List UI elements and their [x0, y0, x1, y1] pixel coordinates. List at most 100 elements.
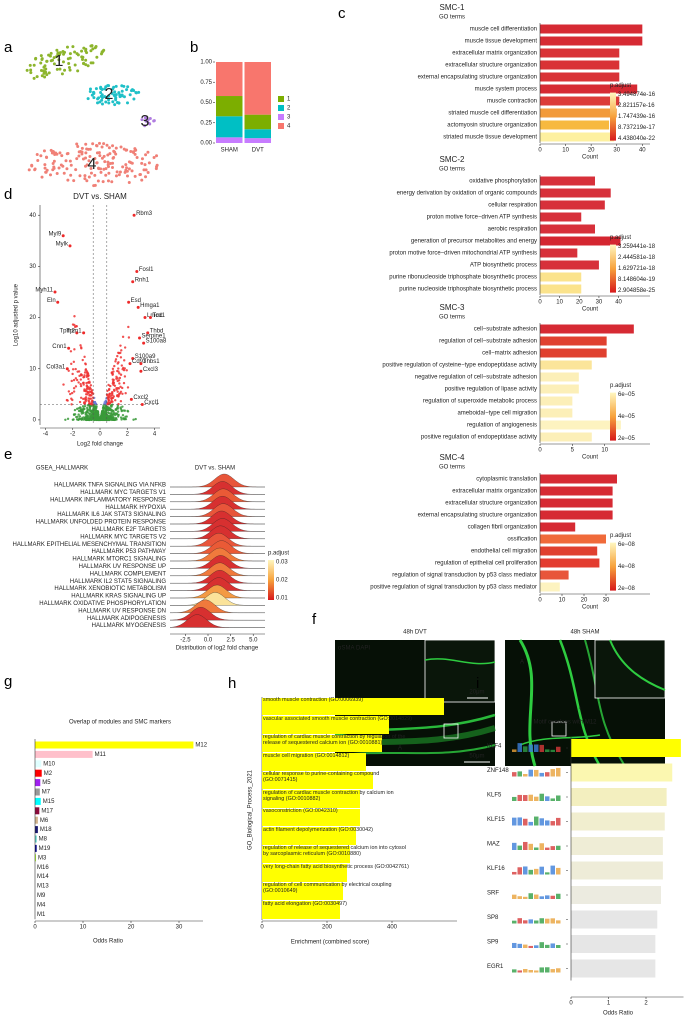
- chart-title: SMC-3: [440, 303, 465, 312]
- cell-point: [63, 68, 67, 72]
- bar: [35, 835, 37, 843]
- legend-label: 4e−05: [618, 414, 636, 420]
- point-label: Eln: [47, 298, 56, 304]
- background-point: [76, 415, 79, 418]
- background-point: [96, 410, 99, 414]
- cell-point: [60, 72, 64, 76]
- background-point: [83, 371, 87, 374]
- bar: [540, 486, 613, 496]
- cell-point: [118, 170, 122, 174]
- background-point: [70, 403, 73, 406]
- cell-point: [114, 84, 118, 88]
- cell-point: [103, 160, 107, 164]
- bar: [35, 769, 42, 777]
- cell-point: [107, 101, 111, 105]
- bar: [571, 763, 673, 782]
- bar: [540, 248, 578, 258]
- bar: [35, 788, 40, 796]
- category-label: ameboidal−type cell migration: [457, 411, 537, 417]
- background-point: [79, 396, 83, 400]
- background-point: [64, 418, 67, 421]
- cell-point: [88, 147, 92, 151]
- background-point: [79, 344, 82, 347]
- cell-point: [35, 152, 39, 156]
- background-point: [83, 405, 87, 408]
- cell-point: [122, 95, 126, 99]
- cell-point: [72, 179, 76, 183]
- cell-point: [135, 155, 139, 159]
- stack-segment: [244, 114, 271, 130]
- category-label: extracellular structure organization: [445, 501, 537, 507]
- x-axis-label: Count: [582, 605, 598, 611]
- x-tick-label: -4: [43, 432, 49, 438]
- x-tick-label: DVT: [252, 148, 264, 154]
- labeled-point: [65, 367, 69, 371]
- cell-point: [68, 52, 72, 56]
- bar: [35, 760, 42, 768]
- point-label: Thbs1: [143, 359, 160, 365]
- category-label: purine ribonucleoside triphosphate biosy…: [389, 275, 537, 281]
- cell-point: [155, 154, 159, 158]
- bar: [540, 570, 569, 580]
- logo-glyph: [512, 894, 517, 899]
- legend-gradient: [610, 392, 616, 441]
- bar: [540, 260, 599, 270]
- cell-point: [111, 100, 115, 104]
- background-point: [84, 368, 87, 372]
- motif-label: ZNF148: [487, 768, 509, 774]
- cell-point: [99, 90, 103, 94]
- bar: [540, 132, 615, 142]
- background-point: [105, 406, 109, 409]
- bar: [540, 420, 621, 430]
- cell-point: [69, 173, 73, 177]
- cell-point: [134, 91, 138, 95]
- cell-point: [88, 87, 92, 91]
- y-title: GO terms: [439, 315, 465, 321]
- point-label: S100a9: [135, 354, 156, 360]
- background-point: [92, 406, 95, 409]
- cell-point: [100, 156, 104, 160]
- bar-label: regulation of cardiac muscle contraction…: [263, 734, 406, 746]
- background-point: [111, 396, 115, 400]
- background-point: [83, 355, 86, 359]
- bar-label: smooth muscle contraction (GO:0006939): [263, 697, 364, 703]
- cell-point: [102, 48, 106, 52]
- x-axis-label: Odds Ratio: [603, 1011, 634, 1017]
- cell-point: [79, 150, 83, 154]
- category-label: positive regulation of lipase activity: [445, 387, 537, 393]
- bar: [35, 844, 37, 852]
- x-tick-label: 30: [613, 148, 620, 154]
- category-label: cytoplasmic translation: [476, 477, 537, 483]
- cell-point: [27, 168, 31, 172]
- background-point: [70, 391, 74, 395]
- background-point: [111, 378, 115, 381]
- bar-label: vasoconstriction (GO:0042310): [263, 808, 338, 814]
- cell-point: [110, 180, 114, 184]
- cell-point: [75, 157, 79, 161]
- cell-point: [99, 52, 103, 56]
- legend-label: 1: [287, 97, 291, 103]
- motif-label: SP8: [487, 915, 499, 921]
- cell-point: [127, 167, 131, 171]
- category-label: regulation of epithelial cell proliferat…: [435, 561, 537, 567]
- y-tick-label: 0.25: [200, 120, 212, 126]
- background-point: [109, 384, 112, 388]
- cell-point: [115, 101, 119, 105]
- cell-point: [52, 165, 56, 169]
- legend-label: 1.629721e-18: [618, 266, 656, 272]
- point-label: Mylk: [56, 242, 69, 248]
- background-point: [111, 372, 114, 376]
- category-label: actomyosin structure organization: [447, 123, 537, 129]
- background-point: [119, 356, 123, 359]
- background-point: [104, 400, 107, 403]
- bar-label: M9: [37, 893, 46, 899]
- y-title: GO terms: [439, 465, 465, 471]
- background-point: [103, 418, 106, 421]
- background-point: [88, 404, 91, 408]
- point-label: Tnc: [152, 313, 162, 319]
- logo-glyph: [517, 845, 522, 850]
- x-tick-label: 0: [538, 598, 542, 604]
- logo-glyph: [556, 893, 561, 899]
- cell-point: [125, 166, 129, 170]
- legend-label: 0.03: [276, 560, 288, 566]
